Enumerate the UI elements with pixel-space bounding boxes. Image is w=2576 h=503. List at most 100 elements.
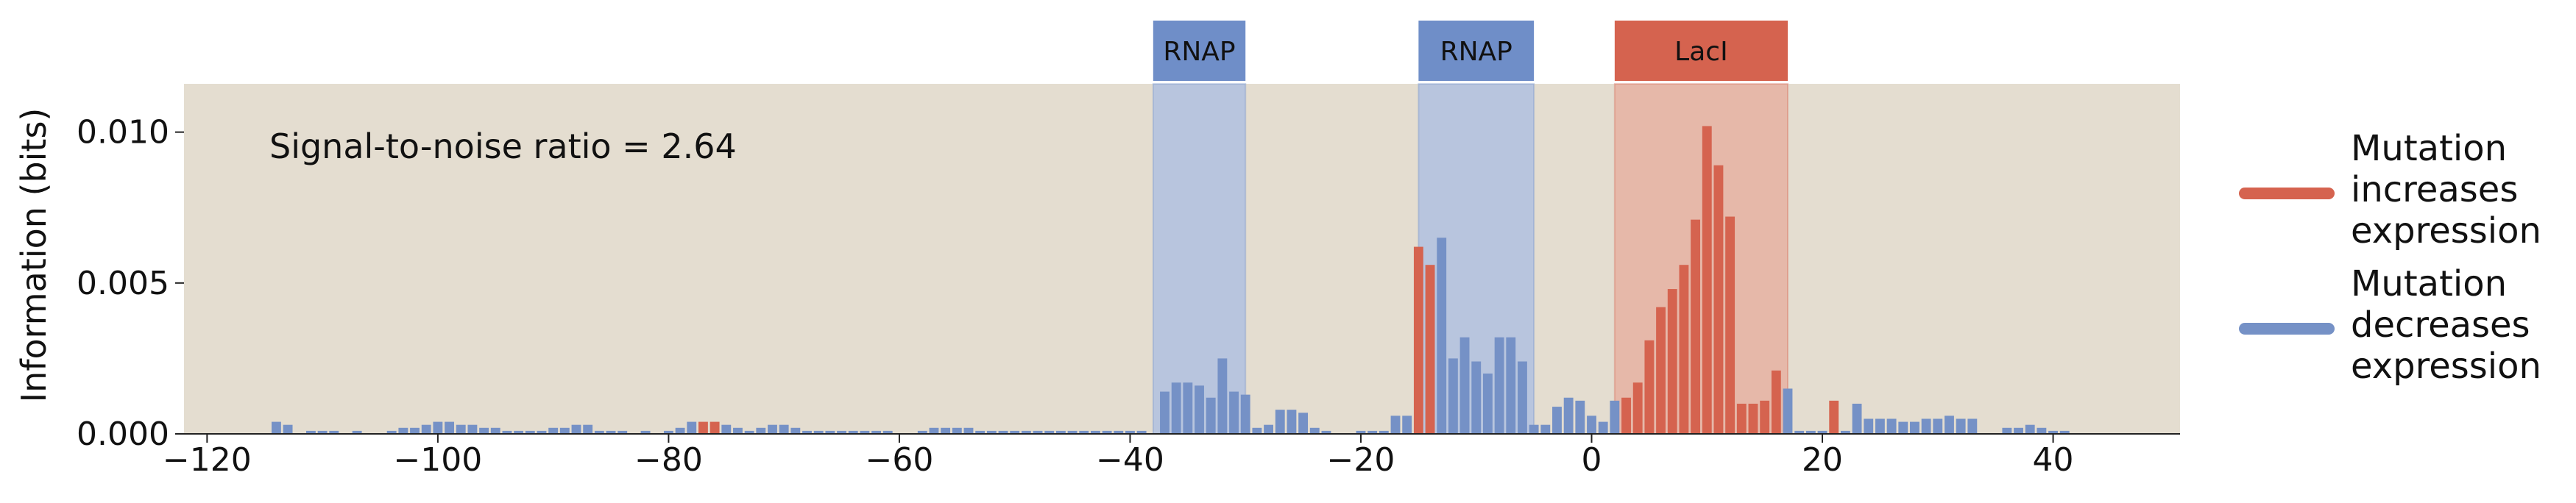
legend-label-line: increases (2351, 169, 2518, 210)
x-tick-label: −40 (1096, 441, 1164, 479)
bar-decreases (779, 424, 789, 434)
bar-increases (1736, 403, 1747, 434)
y-axis-label: Information (bits) (14, 108, 54, 403)
bar-decreases (1933, 418, 1943, 434)
bar-decreases (1921, 418, 1931, 434)
bar-decreases (963, 427, 974, 434)
bar-decreases (1494, 337, 1504, 434)
y-tick-label: 0.010 (77, 114, 169, 151)
bar-increases (1829, 400, 1839, 434)
bar-decreases (583, 424, 593, 434)
bar-decreases (1459, 337, 1470, 434)
bar-decreases (1956, 418, 1966, 434)
bar-decreases (802, 430, 812, 434)
legend-label-line: decreases (2351, 304, 2530, 346)
bar-decreases (317, 430, 328, 434)
x-tick-label: −120 (163, 441, 252, 479)
bar-increases (1644, 340, 1655, 434)
bar-decreases (1044, 430, 1055, 434)
bar-increases (710, 421, 720, 434)
bar-decreases (1183, 382, 1193, 434)
snr-annotation: Signal-to-noise ratio = 2.64 (269, 126, 737, 166)
x-tick-label: −80 (634, 441, 703, 479)
bar-decreases (1875, 418, 1885, 434)
bar-decreases (941, 427, 951, 434)
bar-decreases (1125, 430, 1135, 434)
bar-increases (1691, 219, 1701, 434)
y-axis: 0.000 0.005 0.010 (77, 114, 184, 453)
bar-decreases (1587, 415, 1596, 434)
bar-decreases (1437, 238, 1447, 434)
bar-decreases (744, 430, 754, 434)
bar-increases (1760, 400, 1770, 434)
bar-decreases (1275, 410, 1285, 434)
legend-label-line: expression (2351, 210, 2541, 252)
bar-decreases (998, 430, 1008, 434)
bar-decreases (1309, 427, 1320, 434)
bar-decreases (445, 421, 454, 434)
bar-decreases (2048, 430, 2058, 434)
x-axis: −120 −100 −80 −60 −40 −20 0 20 40 (163, 433, 2180, 479)
bar-decreases (1217, 358, 1228, 434)
bar-increases (1702, 126, 1712, 434)
x-tick-label: −20 (1327, 441, 1395, 479)
bar-decreases (1864, 418, 1874, 434)
bar-decreases (2059, 430, 2070, 434)
bar-decreases (514, 430, 524, 434)
region-label-box (1614, 21, 1788, 81)
bar-increases (1748, 403, 1758, 434)
bar-decreases (687, 421, 697, 434)
region-label-box (1153, 21, 1246, 81)
bar-decreases (1506, 337, 1516, 434)
bar-decreases (768, 424, 777, 434)
region-shading-layer (184, 83, 2180, 435)
bar-decreases (721, 424, 732, 434)
region-label: RNAP (1163, 37, 1235, 67)
bar-decreases (756, 427, 766, 434)
bar-decreases (1160, 391, 1170, 434)
bar-decreases (1229, 391, 1239, 434)
bar-decreases (1886, 418, 1897, 434)
bar-decreases (825, 430, 835, 434)
bar-decreases (271, 421, 281, 434)
bar-decreases (2002, 427, 2012, 434)
bar-decreases (1240, 394, 1250, 434)
bar-decreases (525, 430, 535, 434)
bar-decreases (2025, 424, 2035, 434)
bar-decreases (1852, 403, 1862, 434)
bar-decreases (1206, 397, 1216, 434)
bar-decreases (433, 421, 443, 434)
region-labels-layer: RNAP RNAP LacI (1153, 21, 1788, 81)
bar-decreases (1840, 430, 1850, 434)
bar-decreases (1102, 430, 1112, 434)
bar-decreases (306, 430, 316, 434)
bar-decreases (456, 424, 466, 434)
bar-decreases (1298, 413, 1309, 434)
bar-decreases (1518, 361, 1527, 434)
x-tick-label: −100 (393, 441, 482, 479)
bar-decreases (386, 430, 397, 434)
bar-decreases (1482, 373, 1493, 434)
bar-decreases (1805, 430, 1816, 434)
bar-decreases (871, 430, 882, 434)
bar-decreases (975, 430, 986, 434)
bar-decreases (502, 430, 512, 434)
bar-decreases (1390, 415, 1401, 434)
bar-decreases (1055, 430, 1066, 434)
bar-decreases (606, 430, 616, 434)
bar-decreases (1945, 415, 1954, 434)
bar-decreases (1021, 430, 1031, 434)
region-shading (1613, 83, 1789, 435)
bar-decreases (1264, 424, 1273, 434)
bar-decreases (421, 424, 431, 434)
bar-decreases (559, 427, 570, 434)
bar-decreases (490, 427, 500, 434)
bar-decreases (1402, 415, 1412, 434)
bar-increases (1725, 216, 1735, 434)
bar-decreases (675, 427, 685, 434)
bar-decreases (467, 424, 478, 434)
bar-decreases (1114, 430, 1124, 434)
bar-decreases (640, 430, 651, 434)
bar-decreases (352, 430, 362, 434)
